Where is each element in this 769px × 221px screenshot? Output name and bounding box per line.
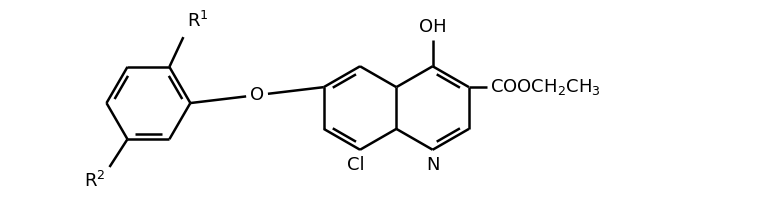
Text: Cl: Cl [348,156,365,174]
Text: OH: OH [419,19,447,36]
Text: R$^1$: R$^1$ [188,11,209,31]
Text: N: N [426,156,439,174]
Text: R$^2$: R$^2$ [84,171,105,191]
Text: O: O [250,86,264,104]
Text: COOCH$_2$CH$_3$: COOCH$_2$CH$_3$ [490,77,601,97]
